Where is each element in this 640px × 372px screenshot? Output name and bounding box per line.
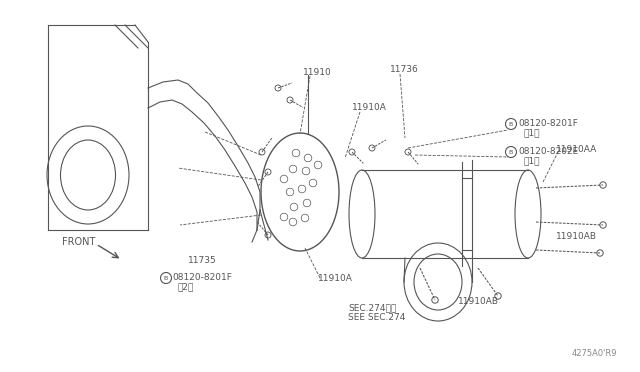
Text: SEE SEC.274: SEE SEC.274: [348, 313, 405, 322]
Text: 11910A: 11910A: [318, 274, 353, 283]
Text: 11736: 11736: [390, 65, 419, 74]
Text: B: B: [164, 276, 168, 280]
Text: 4275A0'R9: 4275A0'R9: [572, 349, 618, 358]
Text: 08120-8201F: 08120-8201F: [518, 119, 578, 128]
Text: 11910AA: 11910AA: [556, 145, 597, 154]
Text: 11910AB: 11910AB: [556, 232, 597, 241]
Text: SEC.274参照: SEC.274参照: [348, 303, 396, 312]
Text: 11910AB: 11910AB: [458, 297, 499, 306]
Text: B: B: [509, 150, 513, 154]
Text: 08120-8201F: 08120-8201F: [172, 273, 232, 282]
Text: 08120-8202E: 08120-8202E: [518, 147, 579, 156]
Text: （1）: （1）: [524, 128, 541, 137]
Text: FRONT: FRONT: [62, 237, 95, 247]
Text: 11910: 11910: [303, 68, 332, 77]
Text: （2）: （2）: [178, 282, 195, 291]
Text: 11735: 11735: [188, 256, 217, 265]
Text: B: B: [509, 122, 513, 126]
Text: （1）: （1）: [524, 156, 541, 165]
Text: 11910A: 11910A: [352, 103, 387, 112]
